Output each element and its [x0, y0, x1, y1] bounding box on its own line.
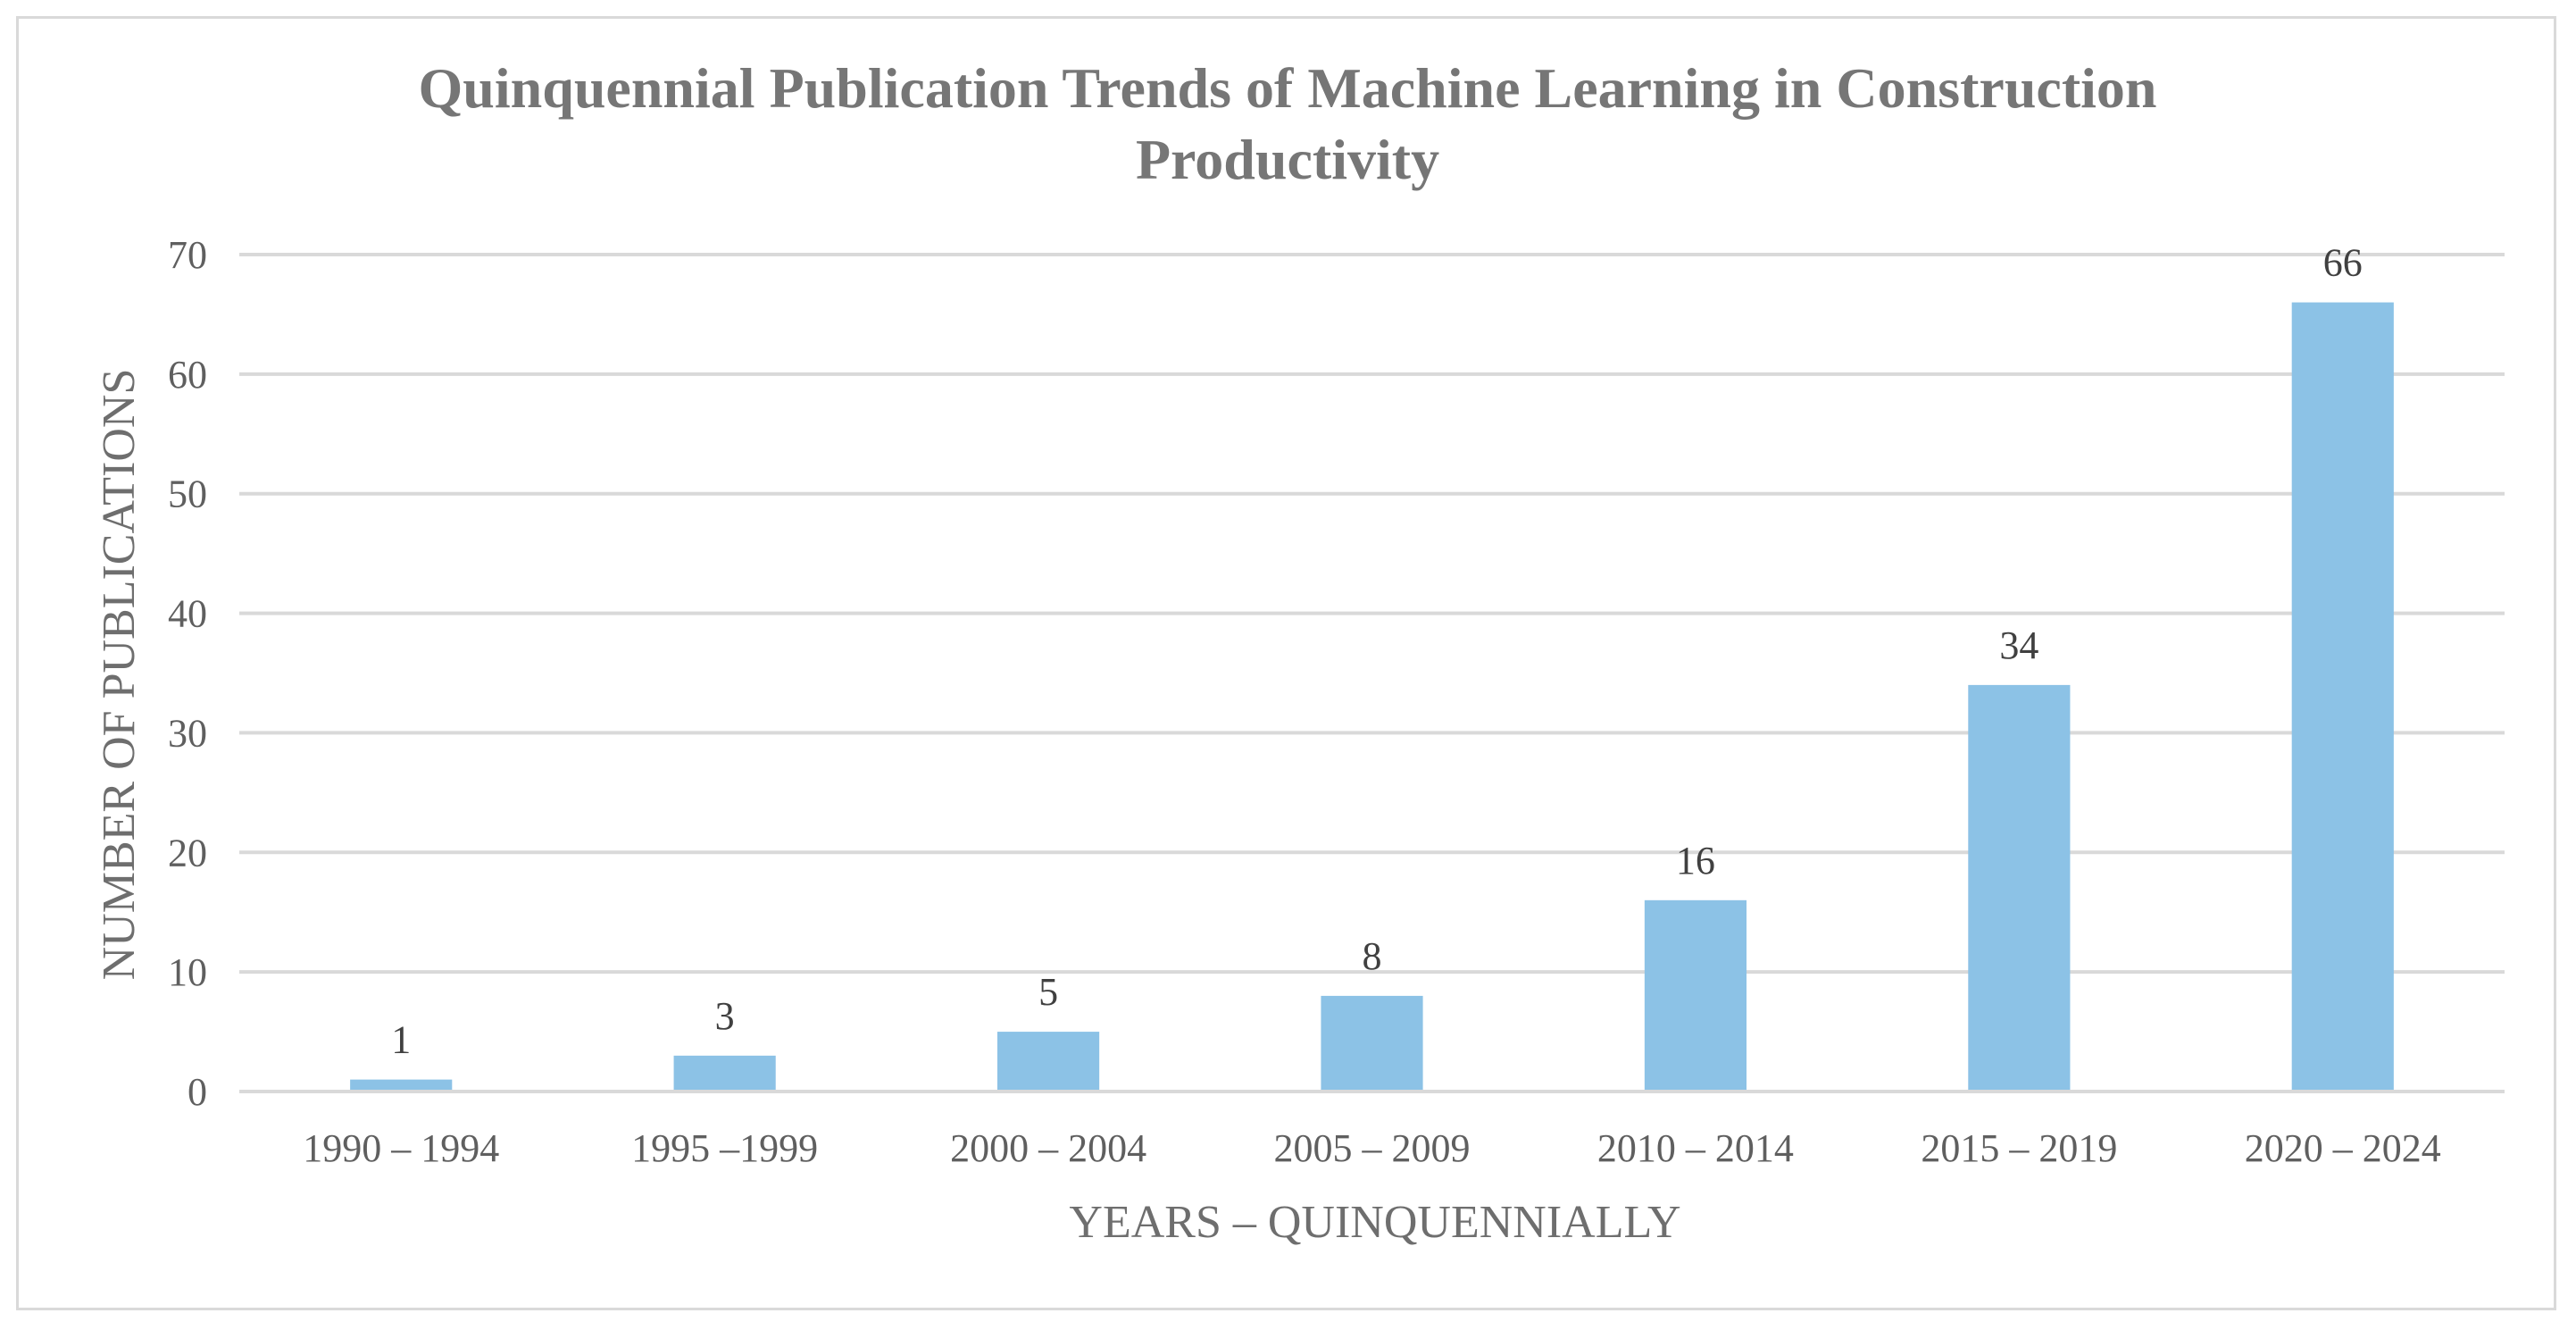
bar-value-label: 8 — [1363, 934, 1382, 978]
y-tick-label: 60 — [168, 353, 207, 397]
bar — [673, 1055, 776, 1090]
x-tick-label: 1995 –1999 — [631, 1126, 818, 1170]
x-tick-label: 2020 – 2024 — [2245, 1126, 2441, 1170]
bar-value-label: 16 — [1676, 839, 1715, 882]
chart-title: Quinquennial Publication Trends of Machi… — [418, 56, 2156, 191]
bar — [1644, 899, 1747, 1090]
chart-title-line-1: Quinquennial Publication Trends of Machi… — [418, 56, 2156, 120]
bar-value-label: 1 — [391, 1018, 411, 1062]
bar-value-label: 3 — [715, 994, 735, 1038]
bar — [2291, 302, 2394, 1090]
y-tick-label: 20 — [168, 831, 207, 874]
bar — [996, 1032, 1100, 1090]
bar-value-label: 34 — [1999, 623, 2038, 667]
x-tick-label: 2005 – 2009 — [1274, 1126, 1471, 1170]
y-tick-label: 40 — [168, 592, 207, 636]
y-tick-label: 0 — [188, 1070, 207, 1114]
y-axis-ticks: 0 10 20 30 40 50 60 70 — [168, 233, 207, 1114]
bar-value-label: 66 — [2323, 241, 2363, 285]
bars — [350, 302, 2394, 1090]
bar — [1321, 995, 1423, 1090]
y-tick-label: 50 — [168, 473, 207, 516]
gridlines — [239, 253, 2505, 1093]
y-tick-label: 10 — [168, 950, 207, 994]
x-tick-label: 2010 – 2014 — [1597, 1126, 1794, 1170]
y-tick-label: 30 — [168, 711, 207, 755]
chart-frame — [16, 16, 2556, 1310]
bar — [1968, 684, 2071, 1090]
y-axis-title: NUMBER OF PUBLICATIONS — [94, 369, 145, 981]
x-axis-title: YEARS – QUINQUENNIALLY — [1069, 1197, 1680, 1248]
chart-title-line-2: Productivity — [1136, 128, 1439, 191]
bar-value-label: 5 — [1038, 970, 1058, 1014]
data-labels: 1 3 5 8 16 34 66 — [391, 241, 2363, 1062]
x-tick-label: 2000 – 2004 — [950, 1126, 1146, 1170]
x-tick-label: 2015 – 2019 — [1921, 1126, 2117, 1170]
x-tick-label: 1990 – 1994 — [303, 1126, 499, 1170]
bar — [350, 1079, 453, 1090]
y-tick-label: 70 — [168, 233, 207, 277]
x-axis-ticks: 1990 – 1994 1995 –1999 2000 – 2004 2005 – 2… — [303, 1126, 2441, 1170]
